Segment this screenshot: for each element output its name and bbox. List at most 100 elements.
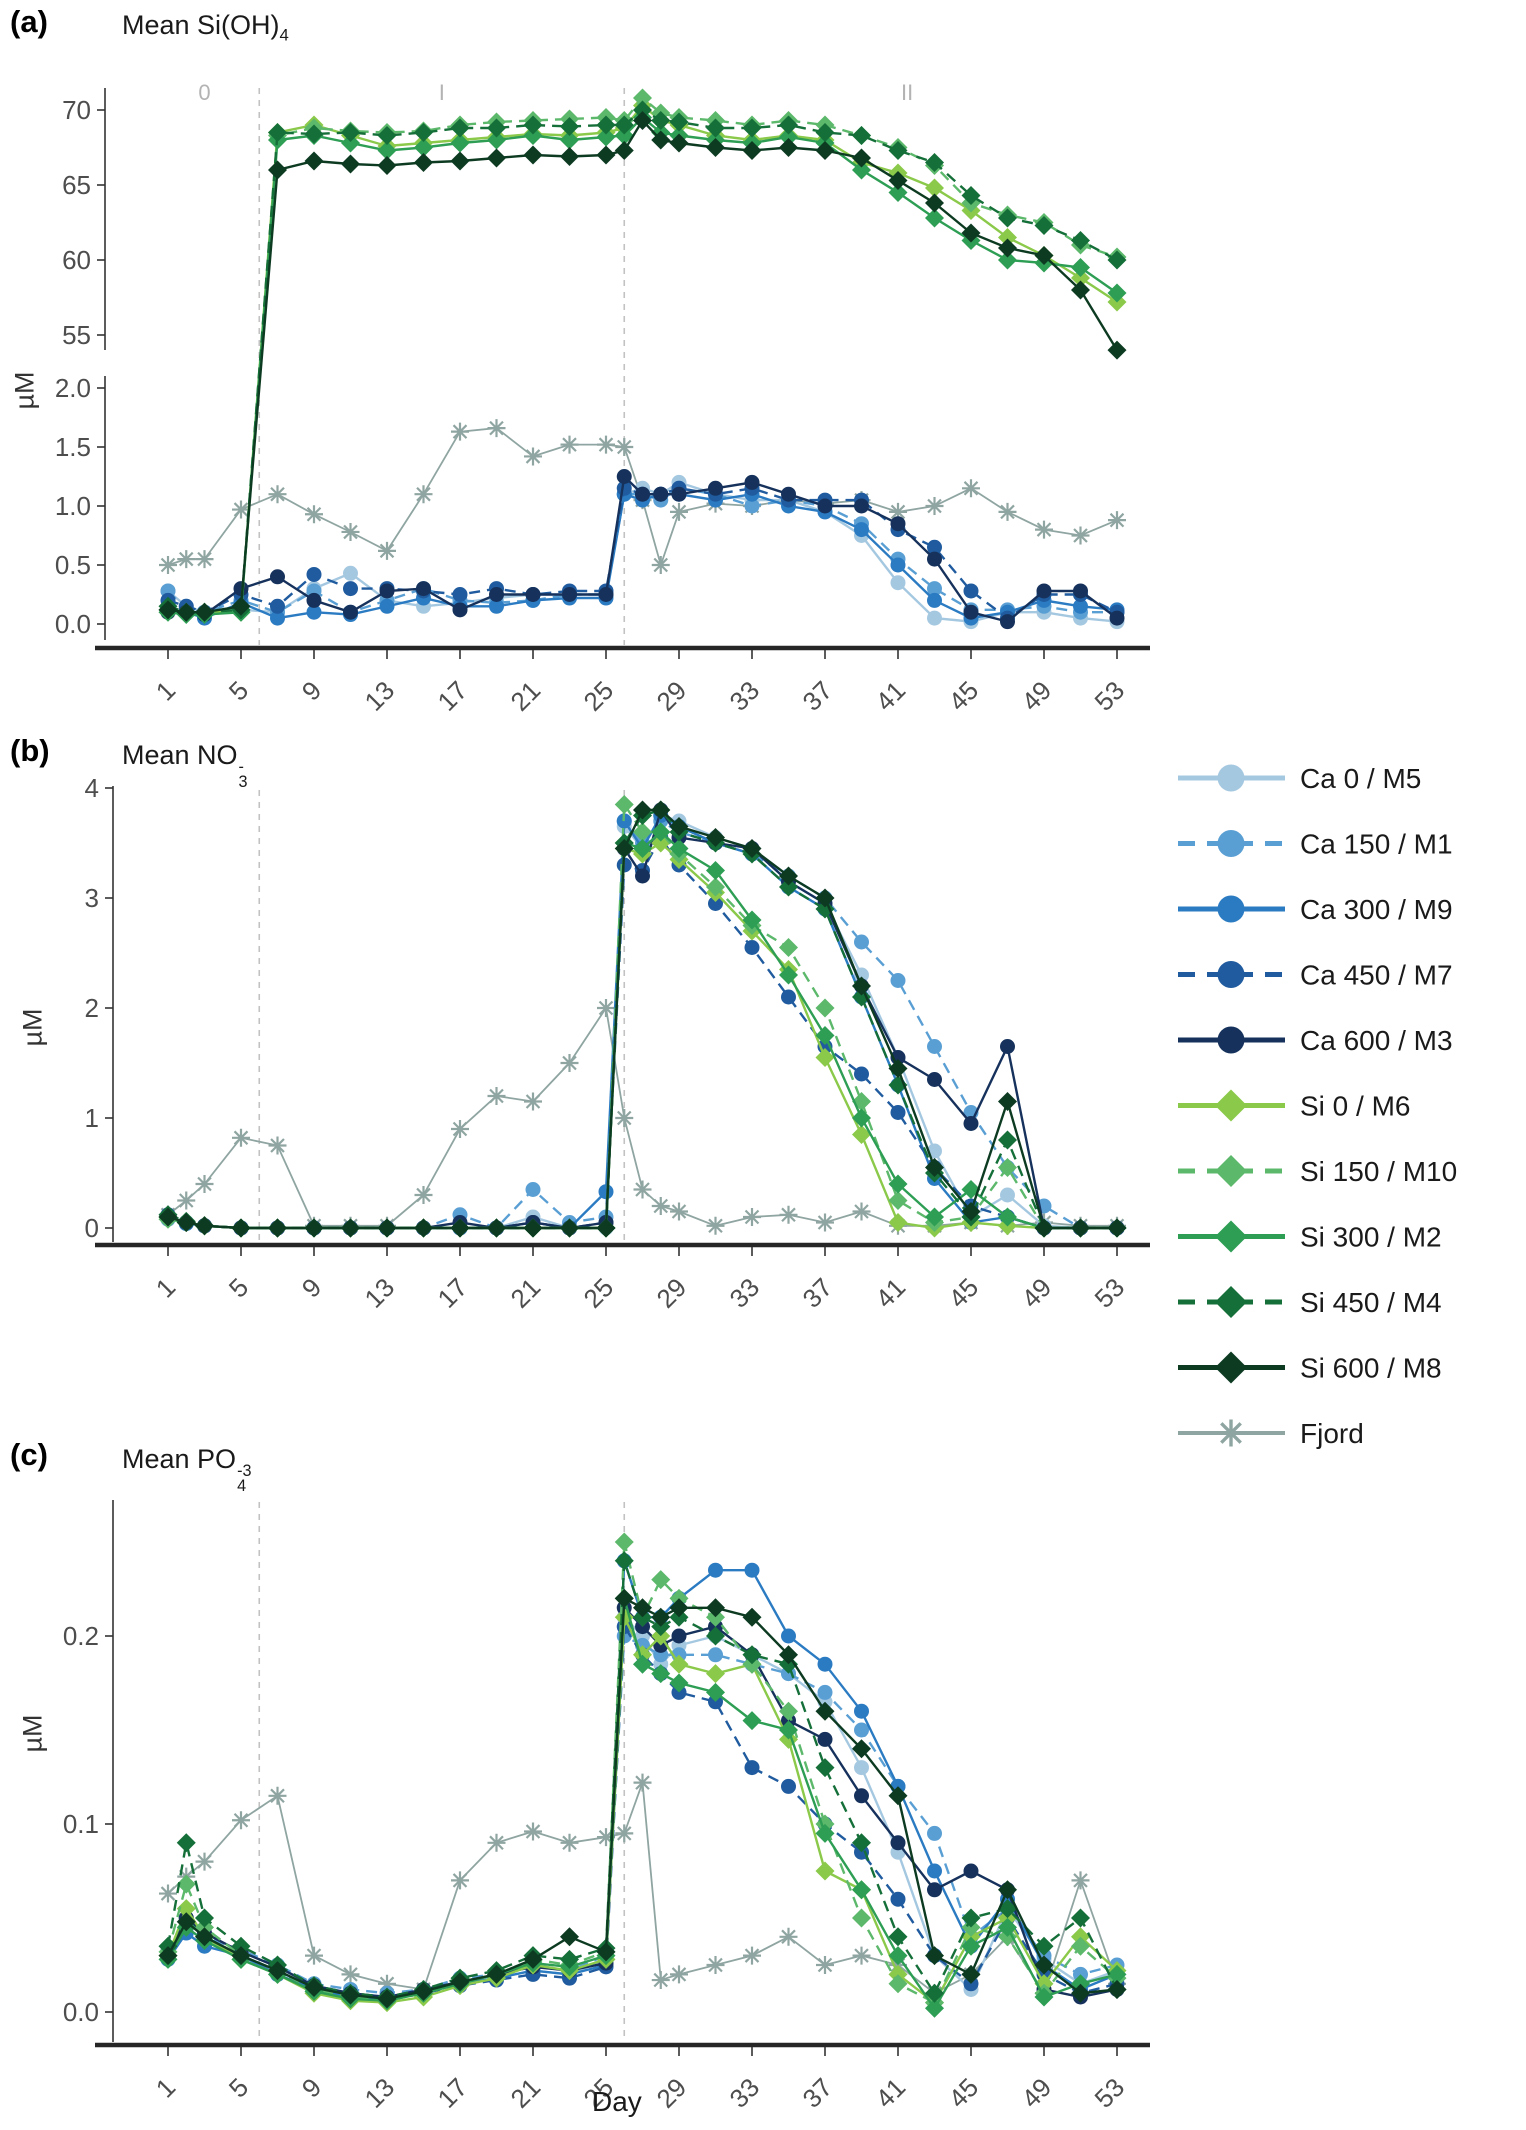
y-tick-label: 4 [85,773,99,803]
panel-c-label: (c) [10,1437,48,1472]
x-tick-label: 45 [943,675,985,717]
data-point-diamond [961,1202,981,1221]
data-point-diamond [651,130,671,150]
x-tick-label: 13 [359,675,401,717]
data-point-diamond [414,1981,433,2001]
panel-c-title-sub: 4 [237,1477,247,1496]
legend-item-si150: Si 150 / M10 [1178,1155,1457,1187]
data-point-circle [1000,1039,1015,1054]
panel-b-title-base: Mean NO [122,740,238,770]
phase-label: 0 [198,80,210,105]
legend-item-ca150: Ca 150 / M1 [1178,829,1453,860]
data-point-diamond [195,1908,214,1928]
data-point-diamond [669,133,689,153]
data-point-asterisk [1217,1419,1245,1447]
data-point-diamond [1071,1218,1090,1238]
data-point-asterisk [378,541,396,560]
data-point-diamond [852,1739,871,1759]
data-point-circle [817,1684,833,1700]
data-point-asterisk [597,1828,615,1847]
data-point-circle [379,598,395,614]
data-point-diamond [1215,1351,1247,1384]
data-point-circle [233,581,249,597]
data-point-diamond [779,965,798,985]
data-point-diamond [560,117,579,136]
data-point-diamond [888,1946,908,1966]
data-point-circle [343,565,358,581]
data-point-diamond [651,1664,671,1684]
data-point-diamond [779,138,798,157]
data-point-asterisk [159,1884,177,1903]
phase-label: II [901,80,913,105]
data-point-diamond [888,141,908,160]
data-point-diamond [614,115,634,135]
panel-c-y-axis-label: µM [17,1714,48,1753]
data-point-circle [854,1788,869,1804]
x-tick-label: 33 [724,1272,766,1314]
data-point-circle [306,566,322,582]
data-point-diamond [560,147,579,166]
data-point-diamond [961,186,981,205]
data-point-asterisk [177,550,196,569]
data-point-circle [927,1863,942,1879]
legend-label: Ca 150 / M1 [1300,829,1453,860]
series-line-si450 [167,108,1118,614]
data-point-diamond [888,1927,908,1947]
series-line-ca450 [167,835,1117,1230]
data-point-circle [598,1184,614,1200]
data-point-circle [635,868,650,884]
x-tick-label: 21 [505,1272,547,1314]
data-point-asterisk [414,1186,433,1204]
x-tick-label: 17 [432,2072,474,2114]
data-point-circle [927,551,942,567]
data-point-circle [817,1731,833,1747]
data-point-circle [525,587,541,602]
data-point-diamond [888,1213,908,1232]
data-point-diamond [651,800,671,820]
data-point-circle [343,581,358,597]
data-point-circle [489,587,504,602]
data-point-diamond [614,1551,634,1571]
data-point-diamond [1034,1987,1054,2007]
legend-item-si300: Si 300 / M2 [1178,1220,1442,1253]
panel-a-y-axis-label: µM [9,371,40,410]
data-point-circle [708,1562,723,1578]
data-point-circle [671,1628,687,1644]
data-point-diamond [268,160,287,180]
data-point-diamond [487,118,506,138]
data-point-circle [1217,764,1245,792]
data-point-circle [781,1778,796,1794]
data-point-circle [616,480,632,496]
data-point-diamond [706,1626,725,1646]
x-tick-label: 13 [359,1272,401,1314]
data-point-diamond [377,1218,397,1238]
data-point-asterisk [706,1956,725,1974]
data-point-diamond [925,1207,944,1227]
x-tick-label: 41 [870,1272,912,1314]
x-tick-label: 21 [505,675,547,717]
data-point-diamond [961,1964,981,1984]
data-point-circle [1000,614,1015,630]
series-line-si0 [167,103,1118,614]
data-point-asterisk [560,1054,579,1072]
data-point-diamond [596,115,616,135]
data-point-circle [452,602,468,618]
data-point-diamond [888,171,908,190]
x-tick-label: 29 [651,675,693,717]
data-point-diamond [614,1588,634,1608]
data-point-diamond [706,138,725,157]
data-point-diamond [304,151,324,171]
x-tick-label: 5 [223,2072,254,2103]
data-point-asterisk [487,419,506,438]
panel-c-title: Mean PO -3 4 [122,1444,251,1495]
data-point-asterisk [925,497,944,515]
data-point-circle [854,934,869,950]
data-point-circle [1036,583,1052,599]
data-point-diamond [852,1833,871,1853]
panel-b-title-stack: -3 [239,759,248,791]
data-point-asterisk [524,1822,542,1841]
data-point-circle [781,989,796,1005]
y-tick-label: 0.2 [63,1621,99,1651]
data-point-circle [963,1863,979,1879]
